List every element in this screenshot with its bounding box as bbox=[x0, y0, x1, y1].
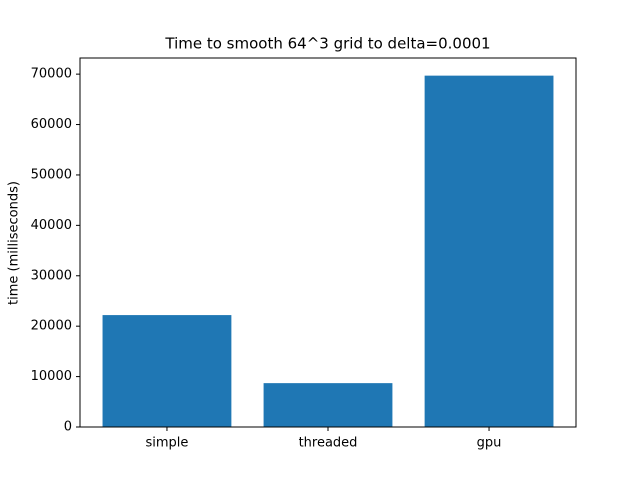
y-tick-label: 30000 bbox=[31, 268, 72, 283]
y-tick-label: 50000 bbox=[31, 167, 72, 182]
bar bbox=[424, 75, 554, 428]
bar bbox=[102, 315, 232, 427]
plot-frame bbox=[79, 57, 577, 428]
y-tick-label: 70000 bbox=[31, 67, 72, 82]
x-tick-label: threaded bbox=[299, 436, 358, 451]
chart-title: Time to smooth 64^3 grid to delta=0.0001 bbox=[164, 35, 490, 53]
y-tick-label: 40000 bbox=[31, 218, 72, 233]
y-tick-label: 20000 bbox=[31, 319, 72, 334]
bar bbox=[263, 383, 393, 427]
x-tick-label: gpu bbox=[477, 436, 502, 451]
x-tick-label: simple bbox=[146, 436, 189, 451]
y-axis-label: time (milliseconds) bbox=[7, 181, 22, 305]
y-tick-label: 0 bbox=[64, 420, 72, 435]
y-tick-label: 10000 bbox=[31, 369, 72, 384]
y-tick-label: 60000 bbox=[31, 117, 72, 132]
